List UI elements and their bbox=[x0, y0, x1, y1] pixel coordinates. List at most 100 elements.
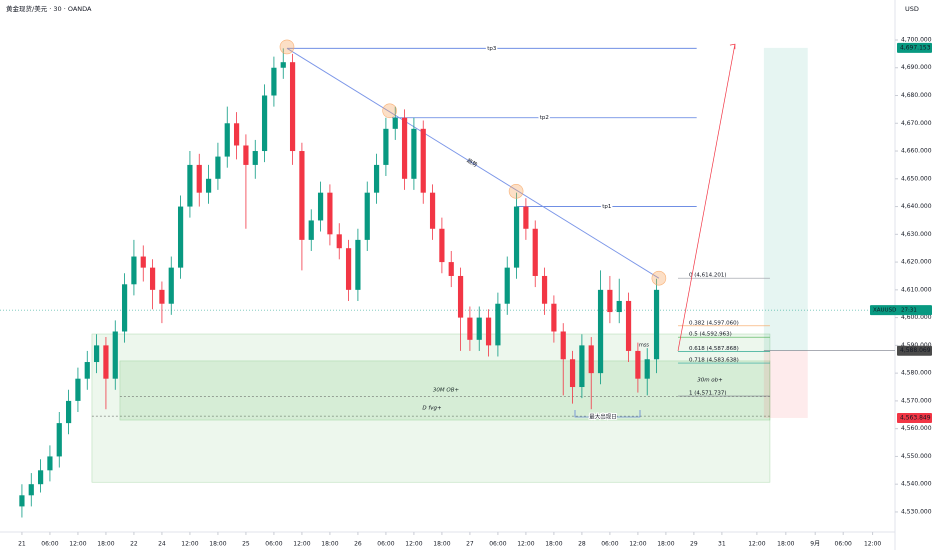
fib-label: 0.382 (4,597.060) bbox=[689, 320, 739, 326]
fib-label: 0.718 (4,583.638) bbox=[689, 358, 739, 364]
candle-body bbox=[504, 267, 510, 304]
x-tick-label: 18:00 bbox=[433, 541, 450, 548]
x-tick-label: 12:00 bbox=[69, 541, 86, 548]
y-tick-label: 4,610.000 bbox=[901, 286, 932, 293]
currency: USD bbox=[905, 5, 919, 13]
candle-body bbox=[429, 192, 436, 229]
x-tick-label: 06:00 bbox=[489, 541, 506, 548]
candle-body bbox=[308, 220, 314, 240]
candle-body bbox=[411, 128, 417, 179]
note: 最大出现日 bbox=[589, 413, 617, 421]
candle-body bbox=[439, 228, 445, 263]
candle-body bbox=[215, 156, 221, 179]
candle-body bbox=[37, 470, 44, 485]
x-tick-label: 28 bbox=[578, 541, 586, 548]
bracket bbox=[574, 410, 641, 418]
note: 30m ob+ bbox=[697, 378, 723, 384]
x-tick-label: 06:00 bbox=[41, 541, 58, 548]
x-tick-label: 18:00 bbox=[209, 541, 226, 548]
projection-arrow bbox=[729, 43, 736, 50]
y-tick-label: 4,700.000 bbox=[901, 36, 932, 43]
candle-body bbox=[616, 300, 622, 313]
candle-body bbox=[635, 350, 641, 379]
trendline-label: 趋势 bbox=[465, 156, 479, 169]
candle-body bbox=[243, 145, 249, 165]
candle-body bbox=[597, 289, 604, 374]
x-tick-label: 18:00 bbox=[657, 541, 674, 548]
zone-label: 30M OB+ bbox=[433, 388, 460, 394]
x-tick-label: 06:00 bbox=[377, 541, 394, 548]
pivot bbox=[508, 183, 524, 199]
target-label: tp1 bbox=[602, 204, 611, 210]
candle-body bbox=[28, 484, 34, 496]
candle-body bbox=[513, 206, 520, 268]
fib-label: 0.618 (4,587.868) bbox=[689, 346, 739, 352]
candle-body bbox=[607, 289, 613, 313]
candle-body bbox=[187, 164, 193, 207]
price-tag-label: 4,588.069 bbox=[900, 347, 931, 354]
candle-body bbox=[560, 331, 566, 360]
candle-body bbox=[233, 123, 240, 146]
x-tick-label: 18:00 bbox=[97, 541, 114, 548]
x-tick-label: 29 bbox=[690, 541, 698, 548]
x-tick-label: 31 bbox=[718, 541, 726, 548]
y-tick-label: 4,650.000 bbox=[901, 175, 932, 182]
candle-body bbox=[93, 345, 100, 363]
x-tick-label: 21 bbox=[18, 541, 26, 548]
y-tick-label: 4,660.000 bbox=[901, 148, 932, 155]
x-tick-label: 22 bbox=[130, 541, 138, 548]
fib-label: 0 (4,614.201) bbox=[689, 273, 727, 279]
x-tick-label: 26 bbox=[354, 541, 362, 548]
x-tick-label: 12:00 bbox=[293, 541, 310, 548]
y-tick-label: 4,640.000 bbox=[901, 203, 932, 210]
y-tick-label: 4,620.000 bbox=[901, 259, 932, 266]
pivot bbox=[279, 39, 295, 55]
zone bbox=[119, 360, 771, 421]
position-stop bbox=[763, 350, 808, 418]
candle-body bbox=[364, 192, 370, 240]
y-tick-label: 4,570.000 bbox=[901, 397, 932, 404]
candle-body bbox=[569, 359, 576, 388]
candle-body bbox=[289, 62, 296, 152]
x-tick-label: 25 bbox=[242, 541, 250, 548]
candle-body bbox=[159, 289, 165, 304]
candle-body bbox=[532, 228, 538, 276]
y-tick-label: 4,580.000 bbox=[901, 370, 932, 377]
price-tag-label: 4,697.153 bbox=[900, 44, 931, 51]
candle-body bbox=[19, 495, 25, 507]
candle-body bbox=[168, 267, 174, 304]
price-tag-label: 4,563.849 bbox=[900, 414, 931, 421]
fib-label: 0.5 (4,592.963) bbox=[689, 332, 732, 338]
candle-body bbox=[625, 300, 632, 351]
pivot bbox=[382, 103, 397, 119]
candle-body bbox=[392, 117, 398, 129]
trendline bbox=[286, 47, 660, 279]
y-tick-label: 4,670.000 bbox=[901, 120, 932, 127]
x-tick-label: 12:00 bbox=[864, 541, 881, 548]
candle-body bbox=[523, 206, 529, 229]
y-tick-label: 4,630.000 bbox=[901, 231, 932, 238]
target-label: tp2 bbox=[540, 115, 549, 121]
price-tag bbox=[897, 345, 932, 356]
candle-body bbox=[653, 289, 660, 360]
candle-body bbox=[103, 345, 109, 379]
x-tick-label: 12:00 bbox=[517, 541, 534, 548]
y-tick-label: 4,600.000 bbox=[901, 314, 932, 321]
candle-body bbox=[271, 67, 277, 96]
candle-body bbox=[299, 151, 305, 240]
y-tick-label: 4,550.000 bbox=[901, 453, 932, 460]
x-tick-label: 12:00 bbox=[629, 541, 646, 548]
candle-body bbox=[47, 456, 53, 471]
candle-body bbox=[252, 151, 258, 165]
x-tick-label: 18:00 bbox=[545, 541, 562, 548]
candle-body bbox=[84, 362, 90, 379]
symbol-tag bbox=[870, 305, 932, 316]
candle-body bbox=[476, 317, 482, 340]
candle-body bbox=[196, 164, 202, 193]
position-target bbox=[763, 47, 808, 351]
candle-body bbox=[383, 128, 389, 165]
candle-body bbox=[177, 206, 184, 268]
y-tick-label: 4,560.000 bbox=[901, 425, 932, 432]
candle-body bbox=[355, 239, 361, 290]
